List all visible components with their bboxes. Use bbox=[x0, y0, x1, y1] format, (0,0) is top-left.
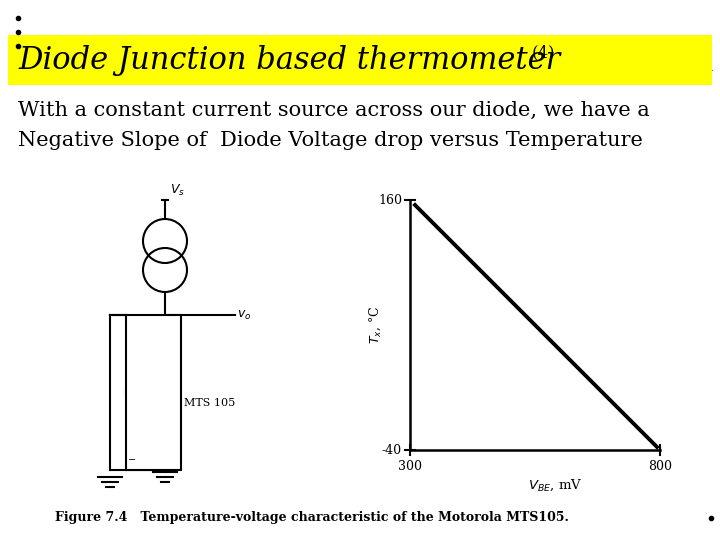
Text: With a constant current source across our diode, we have a: With a constant current source across ou… bbox=[18, 100, 649, 119]
Text: 300: 300 bbox=[398, 460, 422, 473]
Text: Diode Junction based thermometer: Diode Junction based thermometer bbox=[18, 44, 560, 76]
Text: $V_{BE}$, mV: $V_{BE}$, mV bbox=[528, 477, 582, 492]
Text: $T_x$, °C: $T_x$, °C bbox=[367, 306, 383, 344]
Text: $v_o$: $v_o$ bbox=[237, 308, 251, 321]
Text: MTS 105: MTS 105 bbox=[184, 397, 235, 408]
Text: 160: 160 bbox=[378, 193, 402, 206]
FancyBboxPatch shape bbox=[126, 315, 181, 470]
Text: Negative Slope of  Diode Voltage drop versus Temperature: Negative Slope of Diode Voltage drop ver… bbox=[18, 131, 643, 150]
Text: Figure 7.4   Temperature-voltage characteristic of the Motorola MTS105.: Figure 7.4 Temperature-voltage character… bbox=[55, 511, 569, 524]
Text: $V_s$: $V_s$ bbox=[170, 183, 185, 198]
Text: (4): (4) bbox=[532, 44, 556, 62]
Text: 800: 800 bbox=[648, 460, 672, 473]
FancyBboxPatch shape bbox=[8, 35, 712, 85]
Text: -40: -40 bbox=[382, 443, 402, 456]
Text: −: − bbox=[128, 456, 136, 465]
